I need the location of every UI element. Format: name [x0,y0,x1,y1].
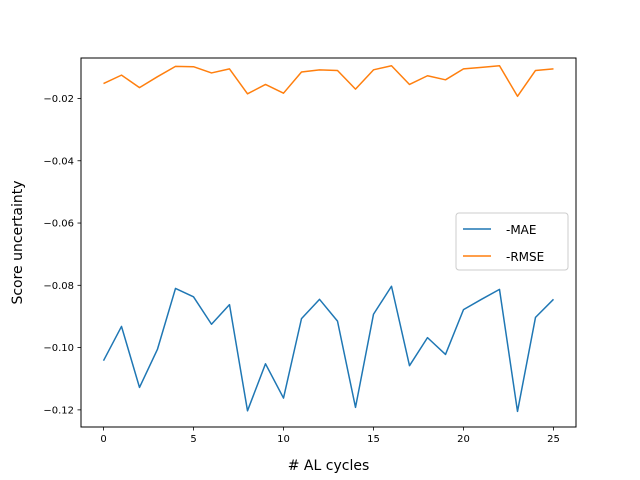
plot-frame [80,57,577,428]
legend: -MAE -RMSE [455,212,569,271]
y-tick-label: −0.12 [43,405,74,416]
y-tick-label: −0.06 [43,219,74,230]
x-tick-label: 20 [457,434,470,445]
x-tick-label: 15 [367,434,380,445]
y-axis: −0.02 −0.04 −0.06 −0.08 −0.10 −0.12 [43,94,81,416]
series-line-rmse [103,65,554,98]
y-tick-label: −0.04 [43,156,74,167]
x-axis: 0 5 10 15 20 25 [100,427,560,445]
x-axis-label: # AL cycles [288,458,369,474]
y-axis-label: Score uncertainty [10,180,26,304]
legend-label: -MAE [506,223,536,237]
x-tick-label: 10 [277,434,290,445]
series-line-mae [102,285,555,413]
x-tick-label: 25 [547,434,560,445]
series-lines [102,65,555,413]
x-tick-label: 5 [190,434,196,445]
y-tick-label: −0.10 [43,343,74,354]
y-tick-label: −0.02 [43,94,74,105]
x-tick-label: 0 [100,434,106,445]
y-tick-label: −0.08 [43,281,74,292]
legend-label: -RMSE [506,250,544,264]
